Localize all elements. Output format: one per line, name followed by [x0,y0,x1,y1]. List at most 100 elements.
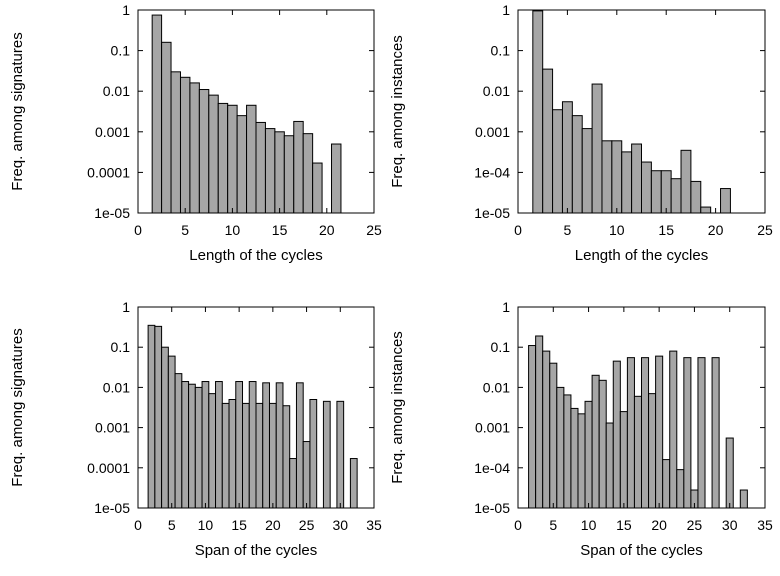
bar [556,386,565,509]
bar [655,355,664,509]
bar [336,400,345,509]
y-tick-label: 0.1 [111,43,131,59]
panel-span-instances: 0 5 10 15 20 25 30 35 1e-05 1e-04 0.001 0.01 0.1 1 Spa… [389,299,773,559]
bar [181,381,190,509]
y-tick-label: 1e-05 [474,500,510,516]
bar [198,89,210,214]
x-tick-label: 15 [658,222,674,238]
panel-length-signatures: 0 5 10 15 20 25 1e-05 0.0001 0.001 0.01 0.1 1 Length… [9,2,382,264]
bar [711,357,720,509]
x-axis-label: Length of the cycles [575,247,708,264]
bar [188,383,196,509]
bar [619,411,628,509]
x-tick-label: 30 [332,517,348,533]
x-tick-label: 30 [722,517,738,533]
x-tick-label: 25 [687,517,703,533]
bar [641,357,650,509]
bar [331,143,342,214]
bar [542,68,554,214]
bar [217,102,229,214]
x-axis-label: Span of the cycles [580,542,703,559]
bar [302,441,311,509]
panel-length-instances: 0 5 10 15 20 25 1e-05 1e-04 0.001 0.01 0.1 1 Length … [389,2,773,264]
bar [283,135,295,214]
bar [535,335,544,509]
bar [194,386,203,509]
bar [739,489,748,509]
y-axis-label: Freq. among instances [389,35,406,188]
bar [255,121,266,214]
bar [151,14,163,214]
bar [246,104,257,214]
bar [255,402,264,509]
y-tick-label: 1e-04 [474,460,510,476]
y-tick-label: 1e-04 [474,164,510,180]
bar [215,381,223,509]
x-tick-label: 0 [134,222,142,238]
bar [601,140,613,214]
bar [648,393,657,509]
y-tick-label: 0.01 [483,83,510,99]
x-tick-label: 10 [581,517,597,533]
bar [528,345,537,509]
bar [236,115,248,214]
bar [641,161,652,214]
bar [650,170,662,214]
y-tick-label: 0.0001 [87,460,130,476]
bar [612,360,621,509]
x-tick-label: 20 [651,517,667,533]
bar [274,131,285,214]
x-tick-label: 25 [757,222,773,238]
y-tick-label: 1 [502,299,510,315]
bar [302,133,314,214]
y-tick-label: 0.001 [95,124,130,140]
bar [670,178,682,214]
bar [690,180,702,214]
bar [174,373,183,509]
bar [170,71,181,214]
bar [248,381,257,509]
x-tick-label: 0 [514,222,522,238]
x-tick-label: 25 [366,222,382,238]
bar [561,101,573,214]
x-tick-label: 15 [272,222,288,238]
bar [552,109,563,214]
bar [275,382,284,509]
x-axis-label: Length of the cycles [189,247,322,264]
bar [662,459,671,509]
bar [201,381,210,509]
bar [626,357,635,509]
x-tick-label: 0 [514,517,522,533]
bar [147,324,156,509]
bar [262,382,270,509]
bar [581,128,593,214]
bar [549,362,558,509]
bar [680,149,692,214]
y-tick-label: 0.001 [475,420,510,436]
bar [312,162,323,214]
y-tick-label: 0.1 [491,43,511,59]
bar [295,382,304,509]
x-tick-label: 10 [609,222,625,238]
x-tick-label: 25 [299,517,315,533]
bar [264,128,276,214]
y-tick-label: 1 [502,2,510,18]
bar [697,357,706,509]
y-tick-label: 0.001 [475,124,510,140]
y-tick-label: 1e-05 [474,205,510,221]
bar [605,422,614,509]
bar [242,402,250,509]
y-tick-label: 1e-05 [94,205,130,221]
bar [179,76,191,214]
plot-frame [137,9,375,214]
bar [683,357,692,509]
y-tick-label: 0.01 [483,379,510,395]
panel-span-signatures: 0 5 10 15 20 25 30 35 1e-05 0.0001 0.001 0.01 0.1 1 Sp… [9,299,382,559]
bar [633,395,643,509]
bar [542,350,551,509]
bar [676,469,685,509]
bar [563,394,572,509]
bar [322,400,331,509]
bar [631,143,642,214]
bar [189,82,200,214]
